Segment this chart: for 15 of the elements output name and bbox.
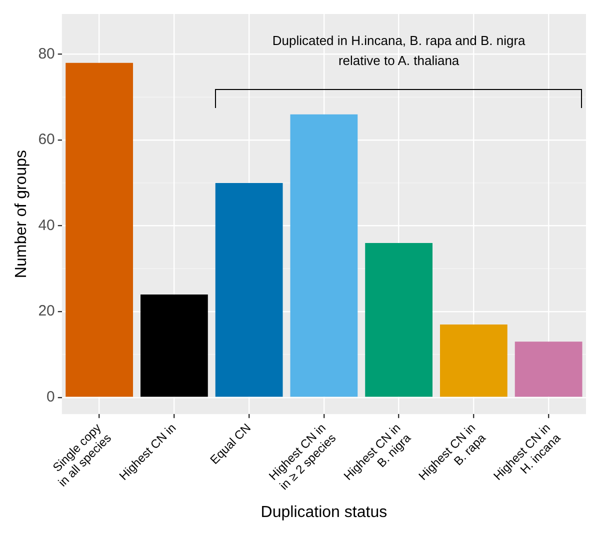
y-axis-title: Number of groups (13, 150, 30, 278)
annotation: Duplicated in H.incana, B. rapa and B. nigra relative to A. thaliana (272, 33, 526, 68)
x-axis-title: Duplication status (260, 504, 388, 521)
bar (440, 324, 508, 397)
bar (290, 114, 358, 397)
y-tick-label: 80 (38, 45, 55, 62)
y-tick-label: 60 (38, 131, 55, 148)
bar (514, 342, 582, 397)
bar (365, 242, 433, 397)
y-tick-label: 20 (38, 302, 55, 320)
bar (140, 294, 208, 397)
bar (215, 182, 283, 397)
bar (66, 62, 134, 397)
y-tick-label: 40 (38, 216, 55, 234)
y-tick-label: 0 (46, 388, 55, 406)
